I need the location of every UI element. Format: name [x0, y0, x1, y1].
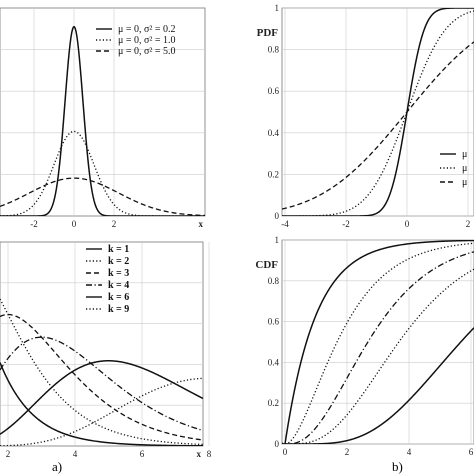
legend-entry: μ: [462, 177, 467, 188]
y-tick-label: 0: [275, 439, 280, 449]
x-tick-label: 2: [345, 447, 350, 457]
x-tick-label: 2: [6, 449, 11, 459]
y-tick-label: 0.8: [268, 276, 280, 286]
series-line-3: [0, 177, 205, 216]
caption-b: b): [392, 459, 403, 474]
series-line-5: [0, 360, 203, 435]
x-tick-label: 0: [72, 219, 77, 229]
x-tick-label: -2: [342, 219, 350, 229]
y-axis-label: CDF: [255, 259, 278, 271]
legend-entry: k = 2: [108, 256, 129, 267]
legend-entry: μ = 0, σ² = 1.0: [118, 35, 176, 46]
normal-pdf-panel: -2 0 2 x μ = 0, σ² = 0.2μ = 0, σ² = 1.0μ = 0…: [0, 7, 206, 229]
legend-entry: k = 4: [108, 280, 129, 291]
legend-entry: μ = 0, σ² = 5.0: [118, 46, 176, 57]
x-tick-label: 0: [283, 447, 288, 457]
plot-frame: [0, 241, 204, 447]
y-axis-label: PDF: [257, 27, 279, 39]
x-tick-label: 4: [407, 447, 412, 457]
series-line-2: [0, 130, 205, 216]
x-tick-label: 2: [466, 219, 471, 229]
erlang-cdf-panel: 0 2 4 6 0 0.2 0.4 0.6 0.8 1 CDF: [255, 235, 474, 457]
series-line-1: [0, 25, 205, 216]
y-tick-label: 1: [275, 3, 280, 13]
x-tick-label: 0: [405, 219, 410, 229]
x-tick-label: 6: [469, 447, 474, 457]
erlang-pdf-panel: 2 4 6 8x k = 1k = 2k = 3k = 4k = 6k = 9: [0, 241, 212, 459]
x-axis-label: x: [197, 449, 202, 459]
x-tick-label: -2: [30, 219, 38, 229]
legend-entry: k = 1: [108, 244, 129, 255]
y-tick-label: 0.2: [268, 169, 279, 179]
y-tick-label: 0.8: [268, 45, 280, 55]
y-tick-label: 1: [275, 235, 280, 245]
series-line-4: [282, 268, 474, 444]
x-tick-label: 2: [112, 219, 117, 229]
x-tick-label: 8: [207, 449, 212, 459]
series-line-2: [282, 10, 474, 216]
x-tick-label: 6: [140, 449, 145, 459]
y-tick-label: 0.4: [268, 128, 280, 138]
y-tick-label: 0.2: [268, 398, 279, 408]
caption-a: a): [52, 459, 62, 474]
y-tick-label: 0: [275, 211, 280, 221]
x-tick-label: 4: [73, 449, 78, 459]
legend-entry: k = 6: [108, 292, 129, 303]
legend-entry: k = 3: [108, 268, 129, 279]
series-line-1: [284, 240, 474, 444]
series-line-1: [282, 8, 474, 216]
y-tick-label: 0.4: [268, 357, 280, 367]
plot-frame: [281, 7, 474, 217]
series-line-3: [282, 41, 474, 210]
x-axis-label: x: [199, 219, 204, 229]
legend-entry: k = 9: [108, 304, 129, 315]
series-line-5: [282, 327, 474, 444]
plot-frame: [0, 7, 206, 217]
series-line-1: [0, 362, 203, 446]
x-tick-label: -4: [281, 219, 289, 229]
legend-entry: μ: [462, 149, 467, 160]
y-tick-label: 0.6: [268, 86, 280, 96]
series-line-2: [282, 242, 474, 444]
plot-frame: [281, 239, 474, 445]
y-tick-label: 0.6: [268, 317, 280, 327]
legend-entry: μ: [462, 163, 467, 174]
series-line-3: [0, 313, 203, 441]
series-line-6: [0, 377, 203, 446]
legend-entry: μ = 0, σ² = 0.2: [118, 24, 176, 35]
series-line-3: [282, 251, 474, 444]
series-line-4: [0, 336, 203, 432]
